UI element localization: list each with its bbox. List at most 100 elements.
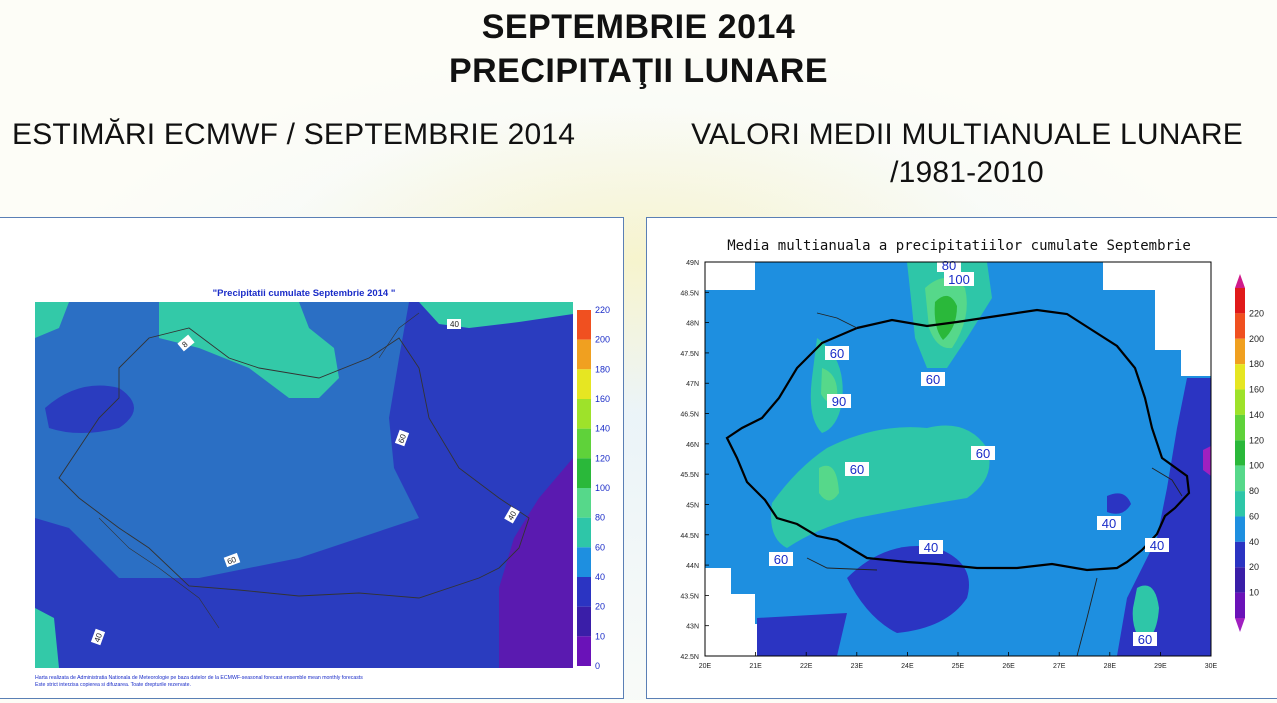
- colorbar-band: [1235, 592, 1245, 618]
- colorbar-tick-label: 120: [1249, 435, 1264, 445]
- lat-tick-label: 49N: [686, 260, 699, 267]
- colorbar-band: [577, 547, 591, 577]
- colorbar-band: [1235, 440, 1245, 466]
- colorbar-band: [577, 310, 591, 340]
- lat-tick-label: 48.5N: [680, 290, 699, 297]
- colorbar-band: [1235, 516, 1245, 542]
- ecmwf-contour-label: 60: [397, 432, 409, 444]
- colorbar-tick-label: 200: [1249, 334, 1264, 344]
- lon-tick-label: 22E: [800, 663, 813, 670]
- left-panel-heading: ESTIMĂRI ECMWF / SEPTEMBRIE 2014: [12, 118, 576, 151]
- climatology-contour-label: 60: [976, 446, 990, 461]
- climatology-contour-label: 60: [774, 552, 788, 567]
- lat-tick-label: 44N: [686, 563, 699, 570]
- colorbar-band: [1235, 364, 1245, 390]
- ecmwf-contour-label: 40: [93, 631, 105, 643]
- colorbar-tick-label: 20: [1249, 562, 1259, 572]
- field-20-40-blob: [1107, 493, 1131, 514]
- colorbar-tick-label: 220: [1249, 308, 1264, 318]
- lon-tick-label: 24E: [901, 663, 914, 670]
- romania-border-left: [58, 327, 530, 599]
- ecmwf-footer-line2: Este strict interzisa copierea si difuza…: [35, 682, 191, 688]
- colorbar-tick-label: 60: [595, 542, 605, 552]
- no-data-ne: [1103, 262, 1211, 376]
- colorbar-tick-label: 10: [595, 631, 605, 641]
- lon-tick-label: 27E: [1053, 663, 1066, 670]
- colorbar-tick-label: 80: [595, 513, 605, 523]
- climatology-colorbar: 220 200 180 160 140 120 100 80 60 40 20 10: [1235, 274, 1264, 632]
- colorbar-band: [1235, 567, 1245, 593]
- colorbar-band: [577, 517, 591, 548]
- colorbar-band: [1235, 389, 1245, 415]
- colorbar-tick-label: 180: [1249, 359, 1264, 369]
- climatology-contour-label: 60: [926, 372, 940, 387]
- colorbar-tick-label: 20: [595, 602, 605, 612]
- colorbar-band: [577, 428, 591, 459]
- lat-tick-label: 46.5N: [680, 412, 699, 419]
- ecmwf-contour-label: 40: [450, 320, 459, 329]
- climatology-contour-label: 80: [942, 258, 956, 273]
- colorbar-tick-label: 100: [1249, 461, 1264, 471]
- climatology-contour-label: 40: [1150, 538, 1164, 553]
- field-80-100-west: [821, 368, 838, 403]
- colorbar-band: [1235, 414, 1245, 441]
- colorbar-band: [577, 458, 591, 488]
- colorbar-tick-label: 200: [595, 335, 610, 345]
- right-heading-line2: /1981-2010: [890, 156, 1044, 189]
- field-80-100-central: [819, 465, 839, 501]
- page-subtitle: PRECIPITAŢII LUNARE: [448, 52, 829, 90]
- colorbar-tick-label: 10: [1249, 588, 1259, 598]
- lat-tick-label: 45.5N: [680, 472, 699, 479]
- colorbar-band: [577, 399, 591, 429]
- longitude-axis: 20E 21E 22E 23E 24E 25E 26E 27E 28E 29E 30E: [699, 652, 1218, 670]
- neighbour-borders-left: [98, 312, 420, 629]
- lon-tick-label: 20E: [699, 663, 712, 670]
- field-20-40-south: [847, 546, 969, 633]
- field-60-80-se: [1132, 585, 1159, 643]
- colorbar-tick-label: 100: [595, 483, 610, 493]
- ecmwf-map-svg: "Precipitatii cumulate Septembrie 2014 "…: [35, 288, 610, 688]
- lon-tick-label: 21E: [749, 663, 762, 670]
- page-title: SEPTEMBRIE 2014: [481, 8, 796, 46]
- ecmwf-forecast-map: "Precipitatii cumulate Septembrie 2014 "…: [0, 217, 624, 699]
- colorbar-band: [577, 577, 591, 607]
- colorbar-band: [1235, 541, 1245, 568]
- lat-tick-label: 46N: [686, 442, 699, 449]
- field-10-20-east: [499, 458, 573, 668]
- colorbar-tick-label: 40: [595, 572, 605, 582]
- climatology-contour-label: 90: [832, 394, 846, 409]
- lon-tick-label: 25E: [952, 663, 965, 670]
- colorbar-tick-label: 180: [595, 364, 610, 374]
- colorbar-band: [577, 636, 591, 666]
- climatology-map-plot: 80 100 60 60 90 60 60 40 40 40: [704, 258, 1212, 657]
- colorbar-band: [1235, 465, 1245, 492]
- colorbar-tick-label: 0: [595, 661, 600, 671]
- colorbar-tick-label: 40: [1249, 537, 1259, 547]
- lat-tick-label: 48N: [686, 321, 699, 328]
- romania-border: [725, 308, 1191, 572]
- field-60-80-central: [771, 425, 990, 548]
- lat-tick-label: 42.5N: [680, 654, 699, 661]
- lat-tick-label: 47.5N: [680, 351, 699, 358]
- colorbar-band: [1235, 338, 1245, 365]
- climatology-contour-label: 60: [1138, 632, 1152, 647]
- colorbar-band: [1235, 491, 1245, 517]
- colorbar-band: [577, 339, 591, 370]
- field-60-80-sw: [35, 608, 59, 668]
- ecmwf-map-title: "Precipitatii cumulate Septembrie 2014 ": [213, 288, 396, 299]
- colorbar-tick-label: 140: [595, 424, 610, 434]
- colorbar-band: [577, 606, 591, 637]
- no-data-nw: [705, 262, 755, 290]
- climatology-contour-label: 40: [924, 540, 938, 555]
- climatology-map-svg: Media multianuala a precipitatiilor cumu…: [680, 238, 1264, 670]
- lon-tick-label: 23E: [851, 663, 864, 670]
- colorbar-tick-label: 160: [595, 394, 610, 404]
- lat-tick-label: 43N: [686, 624, 699, 631]
- lat-tick-label: 44.5N: [680, 533, 699, 540]
- ecmwf-contour-label: 8: [180, 339, 190, 349]
- colorbar-tick-label: 120: [595, 453, 610, 463]
- latitude-axis: 49N 48.5N 48N 47.5N 47N 46.5N 46N 45.5N 45N 44.5N…: [680, 260, 709, 661]
- climatology-map-title: Media multianuala a precipitatiilor cumu…: [727, 238, 1191, 254]
- right-panel-heading: VALORI MEDII MULTIANUALE LUNARE /1981-20…: [682, 116, 1252, 192]
